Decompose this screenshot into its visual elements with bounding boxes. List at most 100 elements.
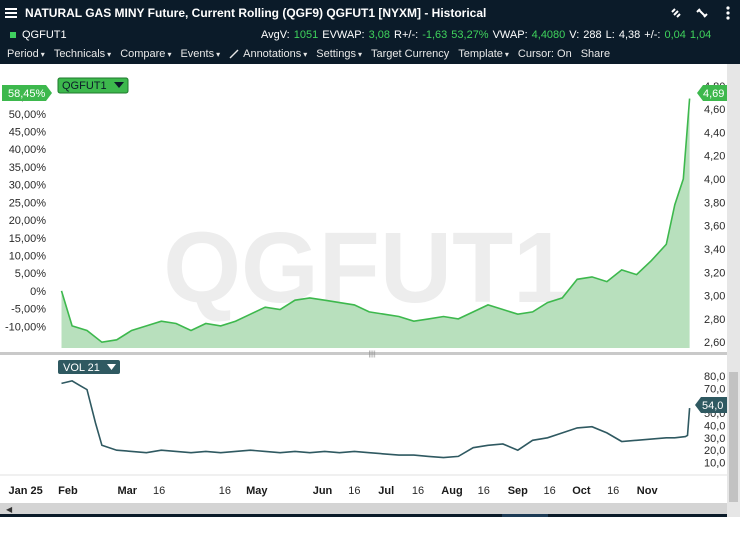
menu-label: Technicals <box>53 48 106 60</box>
right-axis-tick: 4,40 <box>704 127 725 139</box>
right-axis-tick: 3,40 <box>704 244 725 256</box>
right-axis-tick: 4,20 <box>704 151 725 163</box>
left-axis-tick: -10,00% <box>5 321 46 333</box>
menu-label: Target Currency <box>371 48 450 60</box>
pen-icon <box>229 49 239 59</box>
x-axis-tick: Jan 25 <box>9 485 43 497</box>
vol-last-label: 54,0 <box>702 400 723 412</box>
vol-axis-tick: 80,0 <box>704 371 725 383</box>
menu-cursor[interactable]: Cursor: On <box>518 48 572 60</box>
left-axis-tick: 35,00% <box>9 162 47 174</box>
l-value: 4,38 <box>618 28 641 41</box>
vol-label-badge[interactable]: VOL 21 <box>58 360 120 374</box>
x-axis-tick: Jun <box>313 485 333 497</box>
x-axis-tick: May <box>246 485 268 497</box>
menu-label: Events <box>180 48 215 60</box>
menu-target-currency[interactable]: Target Currency <box>371 48 449 60</box>
vol-line <box>61 380 691 459</box>
chart-top-gap <box>0 64 740 72</box>
x-axis-tick: Oct <box>572 485 591 497</box>
vol-series-label: VOL 21 <box>63 362 100 374</box>
scroll-left-icon[interactable]: ◀ <box>6 505 13 514</box>
horizontal-scrollbar[interactable] <box>0 503 727 517</box>
unlink-icon[interactable] <box>694 5 710 21</box>
x-axis-tick: Sep <box>508 485 528 497</box>
left-axis-tick: 0% <box>30 286 46 298</box>
hamburger-icon[interactable] <box>0 0 22 25</box>
vwap-value: 4,4080 <box>531 28 566 41</box>
pct-last-label: 58,45% <box>8 88 46 100</box>
x-axis-tick: 16 <box>219 485 231 497</box>
series-label-badge[interactable]: QGFUT1 <box>57 77 129 94</box>
chevron-down-icon[interactable] <box>114 82 124 88</box>
left-axis-tick: 5,00% <box>15 268 46 280</box>
chg-extra: 1,04 <box>689 28 712 41</box>
chg-label: +/-: <box>644 28 661 41</box>
left-axis-tick: 30,00% <box>9 180 47 192</box>
menu-label: Compare <box>120 48 166 60</box>
range-navigator-thumb[interactable] <box>502 514 548 518</box>
menu-label: Period <box>7 48 39 60</box>
vol-axis-tick: 30,0 <box>704 433 725 445</box>
menu-bar: Period ▾ Technicals ▾ Compare ▾ Events ▾ Ann… <box>0 44 740 64</box>
x-axis-tick: 16 <box>478 485 490 497</box>
pct-last-badge: 58,45% <box>2 85 52 101</box>
right-axis-tick: 4,60 <box>704 104 725 116</box>
chg-value: 0,04 <box>664 28 686 41</box>
right-axis-tick: 2,60 <box>704 337 725 349</box>
range-navigator[interactable] <box>0 514 727 518</box>
symbol-color-icon <box>10 31 16 38</box>
right-axis-tick: 3,80 <box>704 197 725 209</box>
left-axis-tick: 45,00% <box>9 127 47 139</box>
menu-template[interactable]: Template ▾ <box>458 48 509 60</box>
link-icon[interactable] <box>668 5 684 21</box>
price-chart[interactable]: QGFUT1 55,00%50,00%45,00%40,00%35,00%30,… <box>0 72 727 503</box>
menu-annotations[interactable]: Annotations ▾ <box>229 48 307 60</box>
vol-axis-tick: 40,0 <box>704 420 725 432</box>
menu-settings[interactable]: Settings ▾ <box>316 48 362 60</box>
vol-axis-tick: 20,0 <box>704 445 725 457</box>
menu-share[interactable]: Share <box>581 48 610 60</box>
vwap-label: VWAP: <box>492 28 528 41</box>
menu-label: Settings <box>316 48 356 60</box>
chevron-down-icon: ▾ <box>167 49 172 59</box>
right-axis-tick: 3,60 <box>704 221 725 233</box>
left-axis-tick: -5,00% <box>11 304 46 316</box>
menu-compare[interactable]: Compare ▾ <box>120 48 171 60</box>
l-label: L: <box>605 28 615 41</box>
vol-axis-tick: 10,0 <box>704 458 725 470</box>
rchg-label: R+/-: <box>394 28 419 41</box>
left-axis-tick: 40,00% <box>9 144 47 156</box>
left-axis-tick: 25,00% <box>9 197 47 209</box>
menu-period[interactable]: Period ▾ <box>7 48 45 60</box>
menu-technicals[interactable]: Technicals ▾ <box>54 48 111 60</box>
chevron-down-icon: ▾ <box>107 49 112 59</box>
right-axis: 4,804,604,404,204,003,803,603,403,203,00… <box>704 81 725 349</box>
vol-axis-tick: 70,0 <box>704 383 725 395</box>
avgv-value: 1051 <box>293 28 319 41</box>
x-axis-tick: 16 <box>543 485 555 497</box>
chevron-down-icon: ▾ <box>504 49 509 59</box>
more-icon[interactable] <box>720 5 736 21</box>
divider-grip-icon[interactable]: |||| <box>368 351 375 358</box>
right-axis-tick: 4,00 <box>704 174 725 186</box>
x-axis-tick: 16 <box>153 485 165 497</box>
title-bar: NATURAL GAS MINY Future, Current Rolling… <box>0 0 740 25</box>
chevron-down-icon: ▾ <box>303 49 308 59</box>
chevron-down-icon: ▾ <box>40 49 45 59</box>
vertical-scrollbar-thumb[interactable] <box>729 372 738 502</box>
rchg-value: -1,63 <box>422 28 448 41</box>
chevron-down-icon: ▾ <box>216 49 221 59</box>
panel-divider[interactable] <box>0 352 727 355</box>
x-axis-tick: 16 <box>348 485 360 497</box>
menu-label: Template <box>458 48 503 60</box>
bottom-strip <box>0 517 740 535</box>
watermark-text: QGFUT1 <box>163 212 569 324</box>
x-axis-tick: Jul <box>378 485 394 497</box>
menu-events[interactable]: Events ▾ <box>180 48 220 60</box>
chevron-down-icon[interactable] <box>107 364 116 370</box>
quote-values: AvgV: 1051 EVWAP: 3,08 R+/-: -1,63 53,27… <box>261 25 711 44</box>
window-title: NATURAL GAS MINY Future, Current Rolling… <box>25 5 487 20</box>
v-label: V: <box>569 28 580 41</box>
